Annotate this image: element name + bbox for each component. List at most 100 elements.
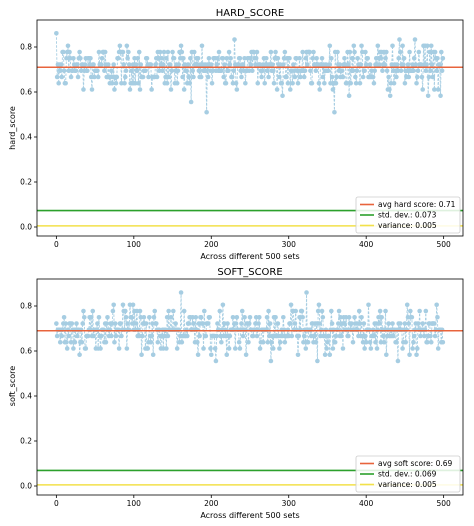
data-point <box>231 68 237 74</box>
data-point <box>400 346 405 351</box>
data-point <box>309 80 315 86</box>
data-point <box>166 308 171 314</box>
data-point <box>176 62 182 67</box>
data-point <box>254 49 260 55</box>
x-tick-label: 0 <box>54 499 59 508</box>
data-point <box>357 80 363 86</box>
data-point <box>260 68 265 74</box>
data-point <box>394 339 399 345</box>
data-point <box>387 93 393 99</box>
data-point <box>420 87 426 92</box>
data-point <box>74 62 80 67</box>
data-point <box>205 74 211 80</box>
y-axis-label: hard_score <box>8 106 17 150</box>
data-point <box>357 321 363 326</box>
data-point <box>418 333 423 339</box>
data-point <box>302 68 308 74</box>
y-tick-label: 0.2 <box>20 178 32 187</box>
data-point <box>90 308 96 314</box>
legend: avg soft score: 0.69 std. dev.: 0.069vari… <box>355 455 461 493</box>
data-point <box>367 62 373 67</box>
data-point <box>164 80 170 86</box>
data-point <box>148 62 154 67</box>
data-point <box>83 346 89 351</box>
data-point <box>256 321 261 326</box>
data-point <box>310 55 316 61</box>
data-point <box>403 339 408 345</box>
data-point <box>186 321 192 326</box>
data-point <box>123 314 129 320</box>
data-point <box>105 314 110 320</box>
x-tick-label: 400 <box>359 240 374 249</box>
data-point <box>383 55 388 61</box>
data-point <box>301 339 306 345</box>
data-point <box>377 321 382 326</box>
data-point <box>173 321 178 326</box>
data-point <box>273 49 278 55</box>
x-tick-label: 100 <box>127 499 142 508</box>
data-point <box>315 358 320 364</box>
data-point <box>371 333 377 339</box>
data-point <box>161 49 167 55</box>
data-point <box>287 87 293 92</box>
data-point <box>250 68 255 74</box>
data-point <box>125 321 130 326</box>
data-point <box>125 55 130 61</box>
data-point <box>236 339 242 345</box>
data-point <box>201 346 206 351</box>
data-point <box>415 68 421 74</box>
data-point <box>160 68 165 74</box>
data-point <box>349 55 355 61</box>
data-point <box>114 74 120 80</box>
data-point <box>181 87 187 92</box>
data-point <box>346 333 351 339</box>
data-point <box>404 302 410 308</box>
data-point <box>414 80 419 86</box>
data-point <box>435 55 440 61</box>
data-point <box>234 87 240 92</box>
data-point <box>346 62 351 67</box>
data-point <box>112 321 118 326</box>
y-tick-label: 0.6 <box>20 88 32 97</box>
data-point <box>64 55 69 61</box>
data-point <box>305 339 311 345</box>
data-point <box>344 80 350 86</box>
x-tick-label: 0 <box>54 240 59 249</box>
data-point <box>424 62 429 67</box>
data-point <box>384 49 389 55</box>
data-point <box>282 339 288 345</box>
data-point <box>440 339 446 345</box>
data-point <box>144 55 150 61</box>
data-point <box>133 62 139 67</box>
data-point <box>202 308 207 314</box>
data-point <box>117 43 123 49</box>
data-point <box>217 308 223 314</box>
data-point <box>77 352 82 358</box>
data-point <box>226 346 232 351</box>
data-point <box>164 55 169 61</box>
legend-entry: std. dev.: 0.073 <box>378 211 437 220</box>
data-point <box>57 339 63 345</box>
data-point <box>58 62 64 67</box>
data-point <box>168 87 174 92</box>
data-point <box>417 308 422 314</box>
data-point <box>281 314 286 320</box>
data-point <box>68 74 74 80</box>
data-point <box>295 80 301 86</box>
data-point <box>288 302 294 308</box>
data-point <box>220 55 226 61</box>
data-point <box>64 346 70 351</box>
data-point <box>354 68 360 74</box>
data-point <box>353 80 359 86</box>
data-point <box>352 49 357 55</box>
data-point <box>425 339 430 345</box>
data-point <box>425 93 431 99</box>
data-point <box>363 49 368 55</box>
data-point <box>123 308 128 314</box>
data-point <box>274 87 280 92</box>
data-point <box>102 49 108 55</box>
data-point <box>308 68 313 74</box>
data-point <box>401 55 407 61</box>
data-point <box>118 321 123 326</box>
data-point <box>135 55 140 61</box>
